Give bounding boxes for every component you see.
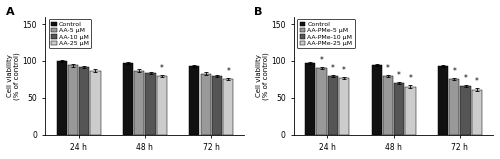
Text: *: *: [464, 74, 468, 83]
Text: *: *: [331, 64, 334, 73]
Bar: [372, 65, 382, 135]
Bar: [123, 63, 133, 135]
Bar: [190, 66, 200, 135]
Bar: [383, 76, 393, 135]
Text: *: *: [320, 56, 324, 65]
Bar: [472, 90, 482, 135]
Text: *: *: [452, 67, 456, 76]
Bar: [328, 76, 338, 135]
Bar: [79, 67, 90, 135]
Bar: [134, 71, 144, 135]
Text: *: *: [342, 66, 346, 75]
Y-axis label: Cell viability
(% of control): Cell viability (% of control): [7, 52, 20, 100]
Bar: [146, 73, 156, 135]
Text: A: A: [6, 7, 14, 17]
Text: *: *: [475, 77, 478, 86]
Bar: [200, 73, 210, 135]
Bar: [394, 83, 404, 135]
Y-axis label: Cell viability
(% of control): Cell viability (% of control): [256, 52, 269, 100]
Bar: [305, 63, 316, 135]
Bar: [56, 61, 66, 135]
Bar: [212, 76, 222, 135]
Text: *: *: [160, 64, 164, 73]
Bar: [460, 86, 470, 135]
Legend: Control, AA-PMe-5 μM, AA-PMe-10 μM, AA-PMe-25 μM: Control, AA-PMe-5 μM, AA-PMe-10 μM, AA-P…: [297, 19, 355, 48]
Bar: [406, 87, 415, 135]
Bar: [316, 68, 326, 135]
Legend: Control, AA-5 μM, AA-10 μM, AA-25 μM: Control, AA-5 μM, AA-10 μM, AA-25 μM: [48, 19, 91, 48]
Text: *: *: [226, 67, 230, 76]
Bar: [90, 71, 101, 135]
Bar: [449, 79, 460, 135]
Bar: [339, 78, 349, 135]
Text: *: *: [386, 64, 390, 73]
Bar: [438, 66, 448, 135]
Text: *: *: [397, 71, 401, 80]
Text: B: B: [254, 7, 262, 17]
Bar: [68, 65, 78, 135]
Bar: [223, 79, 234, 135]
Text: *: *: [408, 74, 412, 83]
Bar: [156, 76, 167, 135]
